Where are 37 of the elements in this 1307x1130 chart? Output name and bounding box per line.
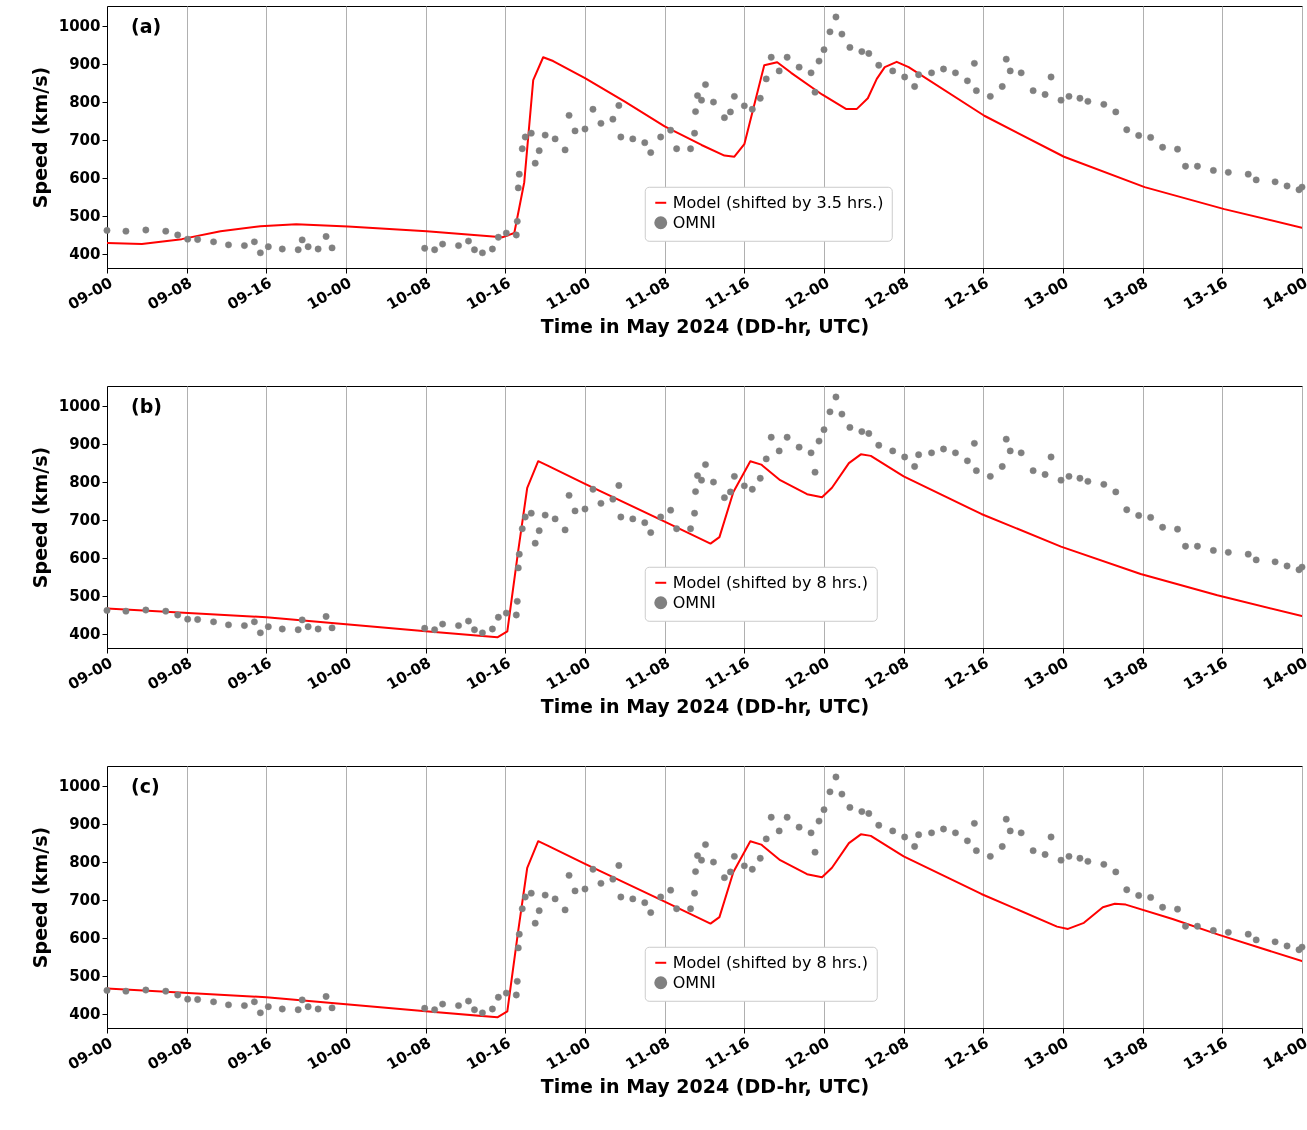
y-axis-title: Speed (km/s) <box>28 66 51 209</box>
legend-label: Model (shifted by 8 hrs.) <box>672 952 869 972</box>
y-axis-title: Speed (km/s) <box>28 826 51 969</box>
x-axis-title: Time in May 2024 (DD-hr, UTC) <box>540 695 870 718</box>
y-tick-label: 1000 <box>58 17 101 36</box>
y-tick-label: 500 <box>69 967 101 986</box>
y-tick-label: 700 <box>69 511 101 530</box>
y-tick-label: 1000 <box>58 397 101 416</box>
text: (b) <box>131 395 162 417</box>
y-axis-title: Speed (km/s) <box>28 446 51 589</box>
y-tick-label: 600 <box>69 169 101 188</box>
line-series <box>107 56 1302 246</box>
text: (a) <box>131 15 162 37</box>
y-tick-label: 700 <box>69 131 101 150</box>
text: (c) <box>131 775 160 797</box>
y-tick-label: 800 <box>69 473 101 492</box>
y-tick-label: 700 <box>69 891 101 910</box>
y-tick-label: 500 <box>69 587 101 606</box>
x-axis-title: Time in May 2024 (DD-hr, UTC) <box>540 315 870 338</box>
legend-label: OMNI <box>672 972 716 992</box>
y-tick-label: 400 <box>69 625 101 644</box>
legend-label: OMNI <box>672 592 716 612</box>
y-tick-label: 900 <box>69 55 101 74</box>
legend-label: Model (shifted by 3.5 hrs.) <box>672 192 884 212</box>
legend-label: OMNI <box>672 212 716 232</box>
y-tick-label: 400 <box>69 245 101 264</box>
y-tick-label: 400 <box>69 1005 101 1024</box>
x-axis-title: Time in May 2024 (DD-hr, UTC) <box>540 1075 870 1098</box>
legend-label: Model (shifted by 8 hrs.) <box>672 572 869 592</box>
y-tick-label: 900 <box>69 435 101 454</box>
y-tick-label: 900 <box>69 815 101 834</box>
y-tick-label: 500 <box>69 207 101 226</box>
y-tick-label: 600 <box>69 549 101 568</box>
y-tick-label: 800 <box>69 853 101 872</box>
y-tick-label: 600 <box>69 929 101 948</box>
y-tick-label: 800 <box>69 93 101 112</box>
y-tick-label: 1000 <box>58 777 101 796</box>
